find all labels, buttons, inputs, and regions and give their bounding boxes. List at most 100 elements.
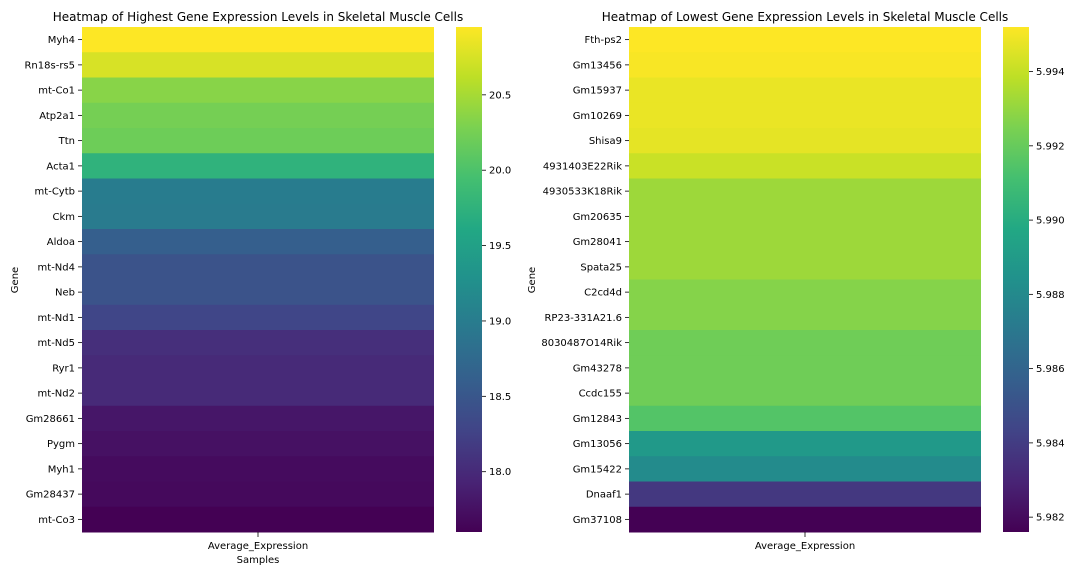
- heatmap-cell: [629, 456, 981, 482]
- colorbar-ticks: 18.0 18.5 19.0 19.5 20.0 20.5: [482, 90, 511, 478]
- row-tick-label: Myh4: [48, 35, 75, 46]
- heatmap-cell: [82, 254, 434, 280]
- row-tick-label: Spata25: [580, 262, 622, 273]
- colorbar-tick-label: 19.0: [489, 316, 511, 327]
- row-tick-label: Rn18s-rs5: [24, 60, 75, 71]
- row-tick-label: Pygm: [47, 439, 75, 450]
- row-tick-label: Ckm: [52, 212, 75, 223]
- heatmap-cell: [82, 431, 434, 457]
- heatmap-cell: [629, 279, 981, 306]
- heatmap-cell: [629, 380, 981, 407]
- row-tick-labels: Fth-ps2 Gm13456 Gm15937 Gm10269 Shisa9 493140…: [541, 35, 629, 526]
- heatmap-panel-highest: Heatmap of Highest Gene Expression Level…: [10, 10, 511, 566]
- row-tick-label: mt-Nd5: [38, 338, 75, 349]
- colorbar-tick-label: 19.5: [489, 241, 511, 252]
- row-tick-label: Gm15422: [573, 464, 622, 475]
- row-tick-label: mt-Cytb: [35, 187, 75, 198]
- row-tick-label: 4930533K18Rik: [543, 187, 623, 198]
- row-tick-label: 4931403E22Rik: [543, 161, 622, 172]
- row-tick-label: Gm37108: [573, 515, 622, 526]
- row-tick-label: Gm28661: [26, 414, 75, 425]
- row-tick-label: C2cd4d: [584, 288, 622, 299]
- heatmap-cell: [82, 481, 434, 508]
- y-axis-label: Gene: [10, 267, 21, 293]
- row-tick-label: Gm12843: [573, 414, 622, 425]
- row-tick-label: Aldoa: [47, 237, 75, 248]
- heatmap-cell: [629, 330, 981, 356]
- colorbar-tick-label: 18.5: [489, 392, 511, 403]
- y-axis-label: Gene: [527, 267, 538, 293]
- heatmap-cell: [82, 456, 434, 482]
- row-tick-label: Gm10269: [573, 111, 622, 122]
- heatmap-cell: [629, 355, 981, 381]
- heatmap-cell: [629, 128, 981, 154]
- row-tick-label: Gm43278: [573, 363, 622, 374]
- colorbar-tick-label: 5.988: [1036, 290, 1065, 301]
- row-tick-label: RP23-331A21.6: [544, 313, 622, 324]
- chart-title: Heatmap of Highest Gene Expression Level…: [53, 10, 463, 24]
- row-tick-label: Gm13456: [573, 60, 622, 71]
- heatmap-cell: [629, 27, 981, 53]
- heatmap-cell: [629, 431, 981, 457]
- heatmap-cell: [82, 506, 434, 533]
- colorbar-tick-label: 5.986: [1036, 364, 1065, 375]
- row-tick-label: Gm28041: [573, 237, 622, 248]
- colorbar-ticks: 5.982 5.984 5.986 5.988 5.990 5.992 5.994: [1029, 67, 1065, 524]
- heatmap-cell: [82, 27, 434, 53]
- heatmap-cell: [82, 380, 434, 407]
- colorbar-tick-label: 20.5: [489, 90, 511, 101]
- heatmap-cell: [629, 304, 981, 331]
- heatmap-cell: [82, 178, 434, 205]
- heatmap-cells: [82, 27, 434, 533]
- heatmap-cell: [82, 153, 434, 179]
- row-tick-label: Shisa9: [589, 136, 622, 147]
- row-tick-label: Fth-ps2: [584, 35, 622, 46]
- row-tick-label: Atp2a1: [39, 111, 75, 122]
- row-tick-label: Gm15937: [573, 86, 622, 97]
- row-tick-label: mt-Co3: [38, 515, 75, 526]
- colorbar-tick-label: 5.992: [1036, 141, 1065, 152]
- heatmap-cell: [629, 405, 981, 432]
- x-axis-label: Samples: [237, 555, 280, 566]
- x-tick-label: Average_Expression: [208, 541, 308, 552]
- heatmap-cell: [629, 481, 981, 508]
- heatmap-cell: [629, 77, 981, 104]
- row-tick-label: 8030487O14Rik: [541, 338, 622, 349]
- heatmap-cell: [629, 203, 981, 230]
- heatmap-cell: [629, 506, 981, 533]
- row-tick-label: Myh1: [48, 464, 75, 475]
- row-tick-label: Gm20635: [573, 212, 622, 223]
- heatmap-cells: [629, 27, 981, 533]
- heatmap-cell: [82, 330, 434, 356]
- row-tick-label: mt-Nd2: [38, 389, 75, 400]
- row-tick-label: mt-Nd1: [38, 313, 75, 324]
- row-tick-label: Gm28437: [26, 490, 75, 501]
- heatmap-cell: [629, 178, 981, 205]
- colorbar-tick-label: 20.0: [489, 166, 511, 177]
- colorbar-tick-label: 5.990: [1036, 216, 1065, 227]
- chart-title: Heatmap of Lowest Gene Expression Levels…: [602, 10, 1009, 24]
- heatmap-cell: [82, 102, 434, 129]
- heatmap-cell: [82, 77, 434, 104]
- heatmap-cell: [82, 203, 434, 230]
- row-tick-labels: Myh4 Rn18s-rs5 mt-Co1 Atp2a1 Ttn Acta1 mt-Cytb…: [24, 35, 82, 526]
- heatmap-cell: [82, 405, 434, 432]
- row-tick-label: Ccdc155: [579, 389, 622, 400]
- heatmap-cell: [82, 279, 434, 306]
- heatmap-cell: [629, 229, 981, 255]
- heatmap-cell: [82, 355, 434, 381]
- colorbar-tick-label: 5.982: [1036, 513, 1065, 524]
- row-tick-label: Ttn: [58, 136, 75, 147]
- heatmap-cell: [82, 52, 434, 78]
- heatmap-cell: [82, 128, 434, 154]
- heatmap-cell: [82, 229, 434, 255]
- colorbar-tick-label: 18.0: [489, 467, 511, 478]
- x-tick-label: Average_Expression: [755, 541, 855, 552]
- row-tick-label: mt-Co1: [38, 86, 75, 97]
- heatmap-cell: [629, 254, 981, 280]
- row-tick-label: Dnaaf1: [586, 490, 622, 501]
- colorbar-tick-label: 5.994: [1036, 67, 1065, 78]
- colorbar: [1003, 27, 1029, 532]
- row-tick-label: mt-Nd4: [38, 262, 75, 273]
